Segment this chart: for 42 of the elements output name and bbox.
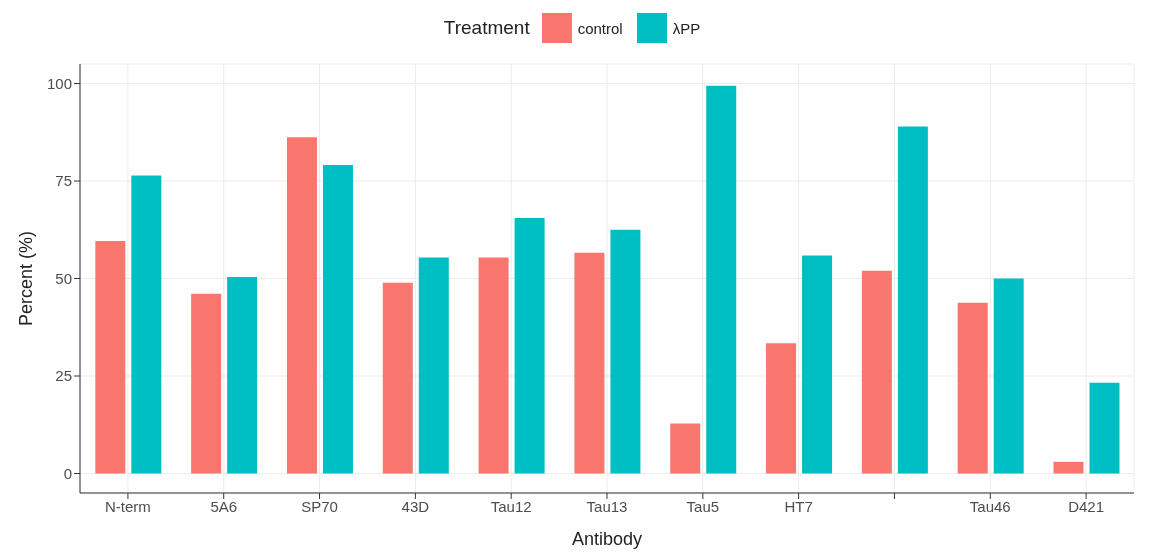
x-tick-label: Tau5 <box>686 497 720 515</box>
x-axis-title: Antibody <box>571 529 643 549</box>
y-tick-label: 25 <box>55 367 72 385</box>
x-tick-label: Tau12 <box>490 497 532 515</box>
bar <box>95 241 126 474</box>
bar <box>286 137 317 474</box>
x-tick-label: D421 <box>1068 497 1105 515</box>
bar <box>610 229 641 474</box>
y-tick-label: 75 <box>55 172 72 190</box>
bar <box>993 278 1024 474</box>
bar <box>322 165 353 474</box>
y-axis-title: Percent (%) <box>16 230 37 327</box>
bar <box>191 293 222 474</box>
bar <box>766 343 797 474</box>
legend-title: Treatment <box>443 17 530 39</box>
bar <box>574 252 605 474</box>
bar <box>957 302 988 474</box>
bar <box>1053 461 1084 474</box>
bar <box>706 85 737 474</box>
bar <box>382 282 413 474</box>
bar <box>670 423 701 474</box>
bar <box>802 255 833 474</box>
x-tick-label: 5A6 <box>210 497 238 515</box>
bar <box>514 218 545 474</box>
x-tick-label: SP70 <box>301 497 338 515</box>
x-tick-label: Tau13 <box>586 497 628 515</box>
x-tick-label: HT7 <box>784 497 813 515</box>
legend-label: λPP <box>672 19 701 37</box>
y-tick-label: 100 <box>46 74 72 92</box>
legend-label: control <box>577 19 623 37</box>
bar <box>227 276 258 474</box>
bar <box>131 175 162 474</box>
bar <box>1089 382 1120 474</box>
x-tick-label: N-term <box>105 497 151 515</box>
bar <box>478 257 509 474</box>
x-tick-label: Tau46 <box>969 497 1011 515</box>
y-tick-label: 0 <box>63 464 72 482</box>
bar <box>897 126 928 474</box>
bar <box>418 257 449 474</box>
x-tick-label: 43D <box>401 497 430 515</box>
y-tick-label: 50 <box>55 269 72 287</box>
bar <box>861 270 892 474</box>
